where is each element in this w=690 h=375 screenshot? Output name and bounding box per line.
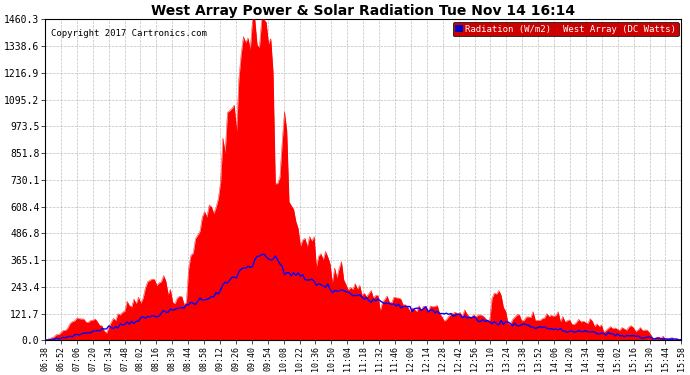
Text: Copyright 2017 Cartronics.com: Copyright 2017 Cartronics.com (51, 29, 207, 38)
Legend: Radiation (W/m2), West Array (DC Watts): Radiation (W/m2), West Array (DC Watts) (453, 22, 679, 36)
Title: West Array Power & Solar Radiation Tue Nov 14 16:14: West Array Power & Solar Radiation Tue N… (151, 4, 575, 18)
